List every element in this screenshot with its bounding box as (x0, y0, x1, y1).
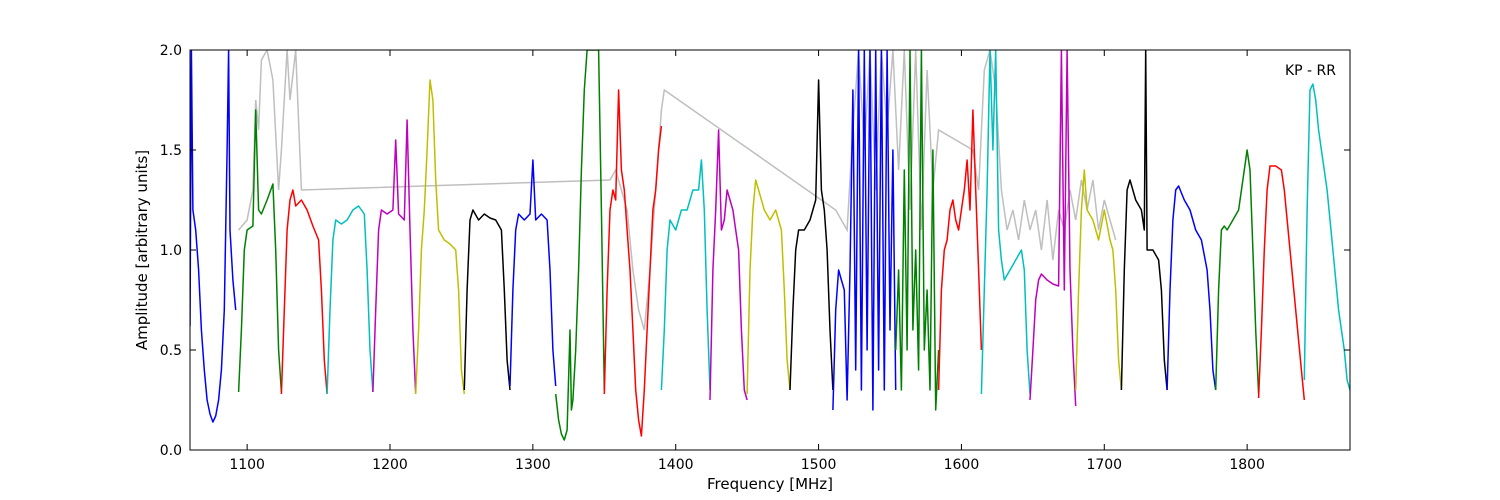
plot-annotation: KP - RR (1285, 63, 1336, 79)
series-line-20 (1074, 169, 1123, 391)
plot-frame (189, 49, 1351, 451)
series-line-24 (1257, 165, 1306, 401)
series-line-2 (237, 109, 283, 393)
series-layer (190, 50, 1350, 441)
series-line-6 (414, 79, 466, 395)
x-tick-label: 1300 (515, 457, 551, 473)
y-tick-label: 1.5 (160, 143, 182, 159)
series-line-17 (937, 109, 983, 391)
series-line-11 (660, 159, 711, 391)
series-line-18 (980, 50, 1031, 395)
x-tick-label: 1700 (1086, 457, 1122, 473)
series-line-12 (709, 129, 748, 401)
series-line-16 (894, 50, 940, 411)
y-tick-label: 0.5 (160, 343, 182, 359)
x-tick-label: 1500 (801, 457, 837, 473)
x-tick-label: 1400 (658, 457, 694, 473)
x-tick-label: 1800 (1229, 457, 1265, 473)
series-line-9 (554, 50, 606, 441)
series-line-23 (1214, 149, 1260, 395)
x-tick-label: 1200 (372, 457, 408, 473)
series-line-7 (463, 209, 511, 391)
y-tick-label: 2.0 (160, 43, 182, 59)
series-line-25 (1303, 83, 1350, 391)
y-axis-label: Amplitude [arbitrary units] (133, 150, 151, 350)
series-line-8 (509, 159, 557, 387)
background-trace-layer (238, 50, 1117, 331)
x-axis-label: Frequency [MHz] (707, 475, 833, 493)
x-tick-label: 1100 (229, 457, 265, 473)
series-line-15 (832, 50, 897, 411)
y-tick-label: 1.0 (160, 243, 182, 259)
background-trace (238, 50, 1117, 331)
series-line-13 (746, 179, 791, 395)
x-tick-label: 1600 (944, 457, 980, 473)
series-line-21 (1120, 50, 1168, 391)
series-line-14 (789, 79, 834, 391)
y-tick-label: 0.0 (160, 443, 182, 459)
series-line-4 (326, 205, 374, 395)
series-line-22 (1166, 185, 1217, 391)
series-line-5 (372, 119, 417, 395)
series-line-10 (603, 89, 663, 437)
series-line-3 (280, 189, 328, 395)
ticks-layer: 1100 1200 1300 1400 1500 1600 1700 1800 0.0 0.5 1.… (160, 43, 1350, 473)
series-line-19 (1029, 50, 1077, 407)
series-line-1 (190, 50, 237, 423)
